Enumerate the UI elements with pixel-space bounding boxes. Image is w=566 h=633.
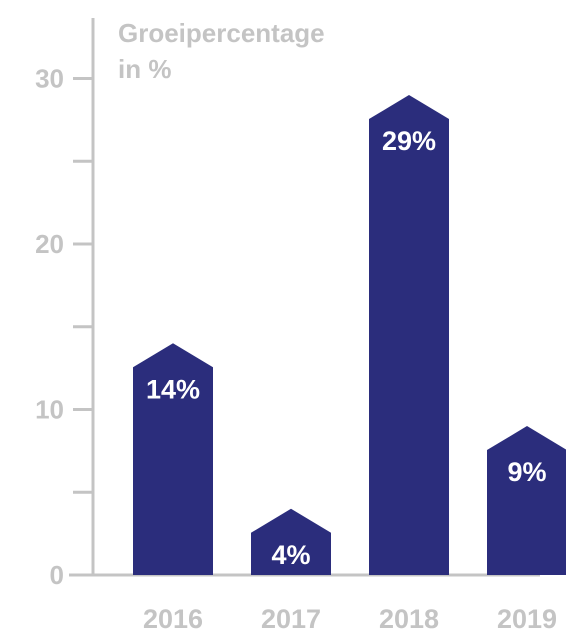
y-tick-label: 20 <box>35 229 64 259</box>
y-axis-label-line-2: in % <box>118 54 171 84</box>
bar-2019 <box>487 426 566 575</box>
bar-2017 <box>251 508 331 575</box>
x-tick-label-2019: 2019 <box>497 604 557 633</box>
bar-2016 <box>133 343 213 575</box>
x-tick-label-2017: 2017 <box>261 604 321 633</box>
x-tick-label-2016: 2016 <box>143 604 203 633</box>
data-label-2019: 9% <box>507 457 546 487</box>
y-tick-label: 0 <box>50 560 64 590</box>
y-axis-label-line-1: Groeipercentage <box>118 18 325 48</box>
data-label-2016: 14% <box>146 374 200 404</box>
data-label-2018: 29% <box>382 126 436 156</box>
bar-2018 <box>369 95 449 576</box>
x-tick-label-2018: 2018 <box>379 604 439 633</box>
y-tick-label: 30 <box>35 64 64 94</box>
y-tick-label: 10 <box>35 395 64 425</box>
data-label-2017: 4% <box>271 540 310 570</box>
